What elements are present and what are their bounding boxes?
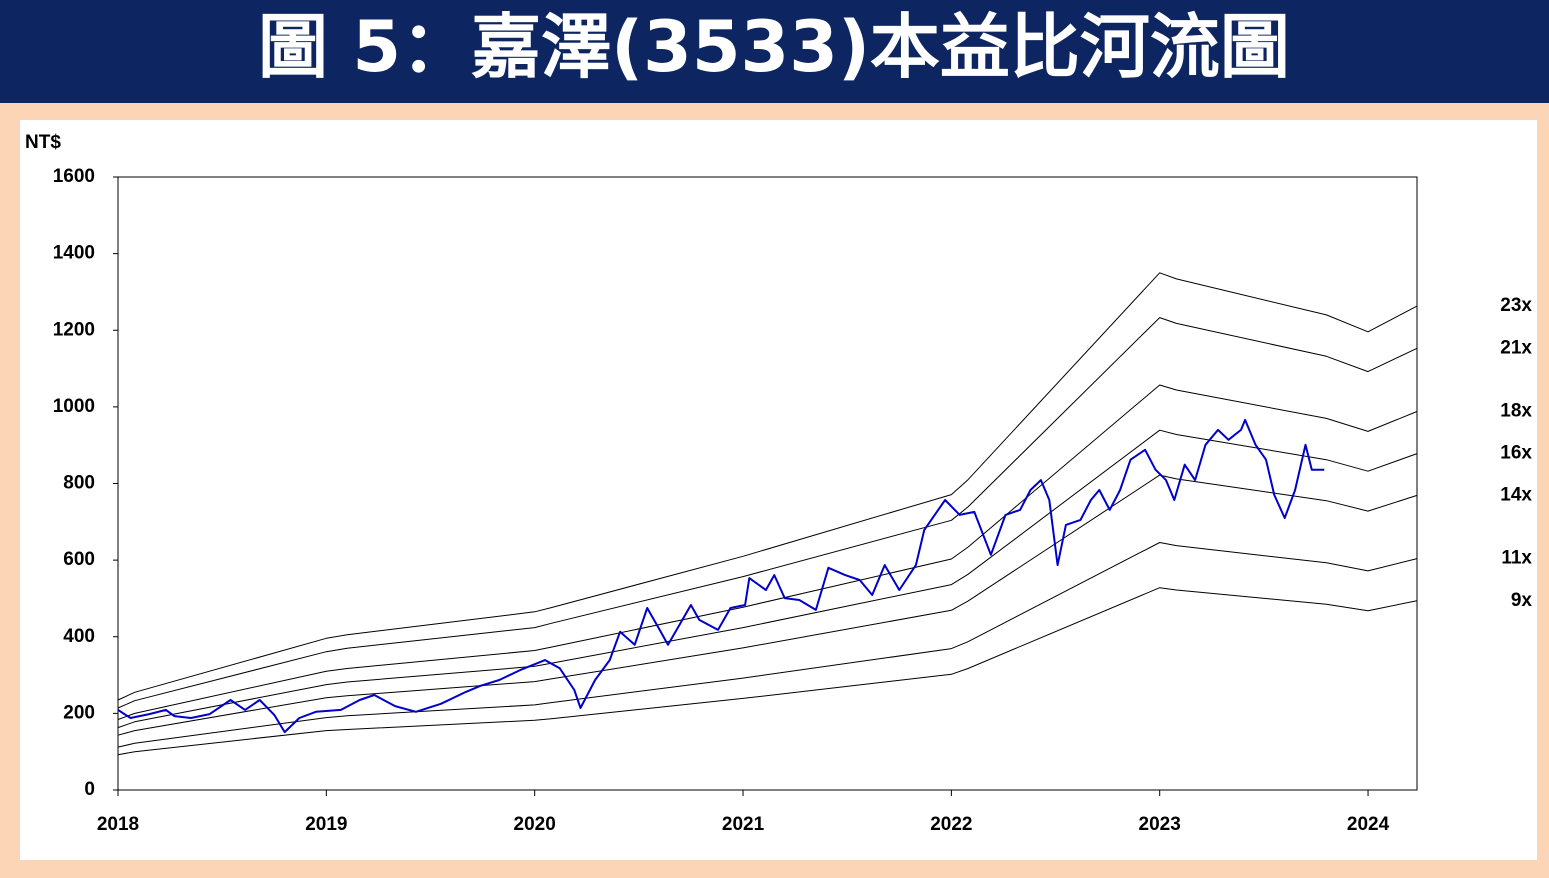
- y-tick-label: 400: [63, 626, 95, 647]
- band-label: 16x: [1500, 443, 1532, 464]
- x-tick-label: 2023: [1139, 814, 1181, 835]
- band-label: 18x: [1500, 400, 1532, 421]
- pe-band-line: [117, 587, 1418, 756]
- pe-band-line: [117, 272, 1418, 701]
- x-tick-label: 2021: [722, 814, 765, 835]
- x-tick-label: 2019: [305, 814, 347, 835]
- y-tick-label: 800: [63, 473, 95, 494]
- x-tick-label: 2020: [514, 814, 556, 835]
- pe-band-line: [117, 429, 1418, 729]
- band-label: 11x: [1501, 548, 1532, 569]
- price-line: [117, 418, 1325, 734]
- y-axis-label: NT$: [25, 132, 61, 153]
- pe-band-line: [117, 542, 1418, 748]
- y-tick-label: 1400: [53, 243, 95, 264]
- x-tick-label: 2018: [97, 814, 139, 835]
- y-tick-label: 0: [84, 779, 95, 800]
- y-tick-label: 600: [63, 549, 95, 570]
- pe-band-line: [117, 317, 1418, 709]
- y-tick-label: 1200: [53, 319, 95, 340]
- band-label: 14x: [1500, 484, 1532, 505]
- y-tick-label: 1600: [53, 166, 95, 187]
- y-tick-label: 200: [63, 702, 95, 723]
- pe-band-line: [117, 384, 1418, 720]
- x-tick-label: 2024: [1347, 814, 1390, 835]
- band-label: 21x: [1500, 337, 1532, 358]
- y-tick-label: 1000: [53, 396, 95, 417]
- pe-band-line: [117, 474, 1418, 736]
- title-banner: [0, 0, 1549, 103]
- band-label: 23x: [1500, 295, 1532, 316]
- band-label: 9x: [1511, 590, 1533, 611]
- chart-title: 圖 5：嘉澤(3533)本益比河流圖: [258, 6, 1290, 88]
- x-tick-label: 2022: [930, 814, 972, 835]
- chart-panel: [20, 120, 1537, 860]
